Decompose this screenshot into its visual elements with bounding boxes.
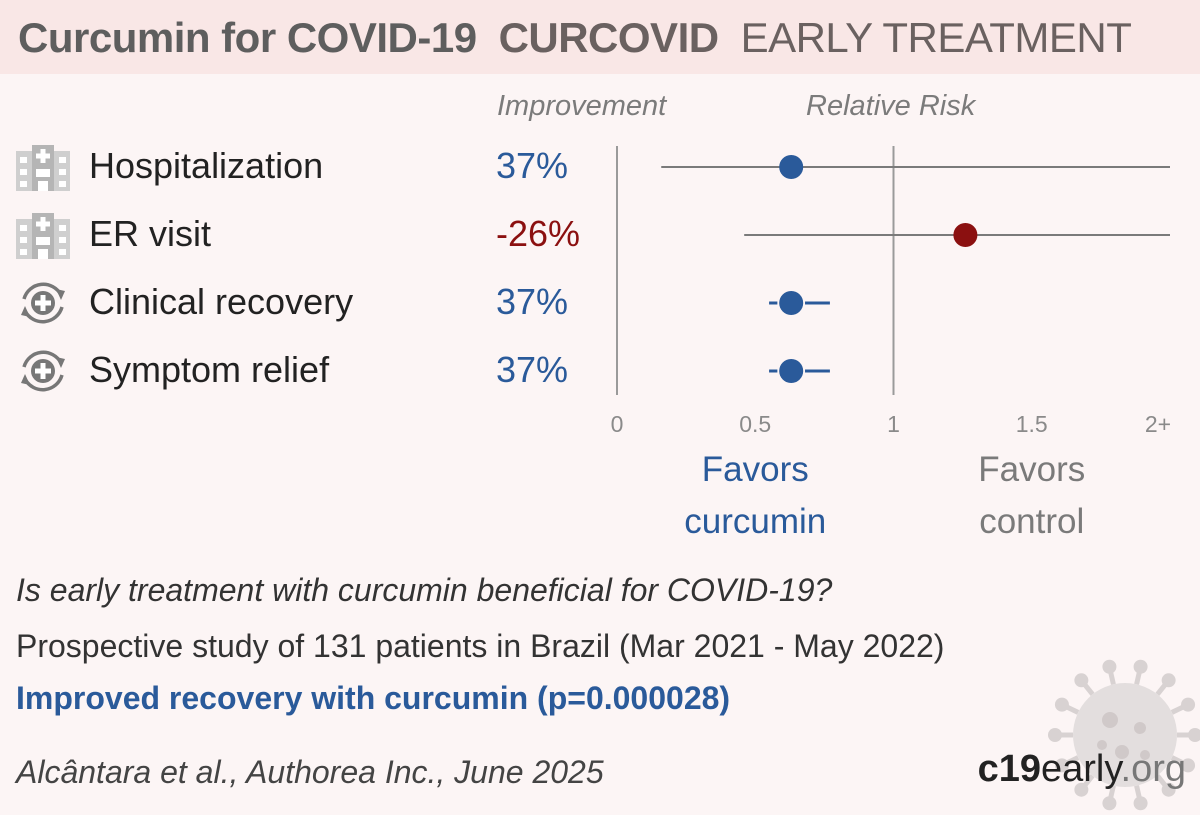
citation: Alcântara et al., Authorea Inc., June 20…	[16, 754, 604, 790]
improvement-value-hospitalization: 37%	[496, 145, 569, 186]
page-title: Curcumin for COVID-19 CURCOVID EARLY TREAT…	[18, 14, 1132, 62]
x-tick-label: 0.5	[739, 411, 771, 437]
recovery-icon	[21, 282, 65, 324]
favors-control-line1: Favors	[978, 450, 1086, 489]
outcome-label-er-visit: ER visit	[89, 213, 212, 254]
favors-curcumin-label: Favors curcumin	[635, 444, 875, 548]
virus-icon	[1048, 659, 1200, 811]
point-estimate-er-visit	[953, 223, 978, 247]
study-question: Is early treatment with curcumin benefic…	[16, 572, 833, 608]
outcome-label-symptom-relief: Symptom relief	[89, 349, 330, 390]
point-estimate-hospitalization	[779, 155, 804, 179]
point-estimate-symptom-relief	[779, 359, 804, 383]
x-tick-label: 0	[611, 411, 624, 437]
outcome-label-clinical-recovery: Clinical recovery	[89, 281, 354, 322]
favors-control-label: Favors control	[912, 444, 1152, 548]
hospital-icon	[16, 213, 70, 259]
title-study: CURCOVID	[498, 14, 720, 61]
c19early-logo[interactable]: c19early.org	[978, 748, 1186, 791]
brand-part-end: .org	[1120, 748, 1186, 790]
title-main: Curcumin for COVID-19	[18, 14, 477, 61]
improvement-value-symptom-relief: 37%	[496, 349, 569, 390]
relative-risk-column-header: Relative Risk	[806, 90, 976, 122]
favors-curcumin-line2: curcumin	[684, 502, 827, 541]
header-bar: Curcumin for COVID-19 CURCOVID EARLY TREAT…	[0, 0, 1200, 74]
x-tick-label: 2+	[1145, 411, 1171, 437]
improvement-value-clinical-recovery: 37%	[496, 281, 569, 322]
improvement-value-er-visit: -26%	[496, 213, 581, 254]
title-stage: EARLY TREATMENT	[740, 14, 1132, 61]
study-design: Prospective study of 131 patients in Bra…	[16, 628, 945, 664]
study-conclusion: Improved recovery with curcumin (p=0.000…	[16, 680, 731, 716]
hospital-icon	[16, 145, 70, 191]
brand-part-mid: early	[1040, 748, 1121, 790]
recovery-icon	[21, 350, 65, 392]
improvement-column-header: Improvement	[497, 90, 667, 122]
brand-part-bold: c19	[977, 748, 1041, 790]
x-tick-label: 1	[887, 411, 900, 437]
point-estimate-clinical-recovery	[779, 291, 804, 315]
favors-curcumin-line1: Favors	[701, 450, 809, 489]
x-tick-label: 1.5	[1016, 411, 1048, 437]
favors-control-line2: control	[979, 502, 1085, 541]
outcome-label-hospitalization: Hospitalization	[89, 145, 324, 186]
